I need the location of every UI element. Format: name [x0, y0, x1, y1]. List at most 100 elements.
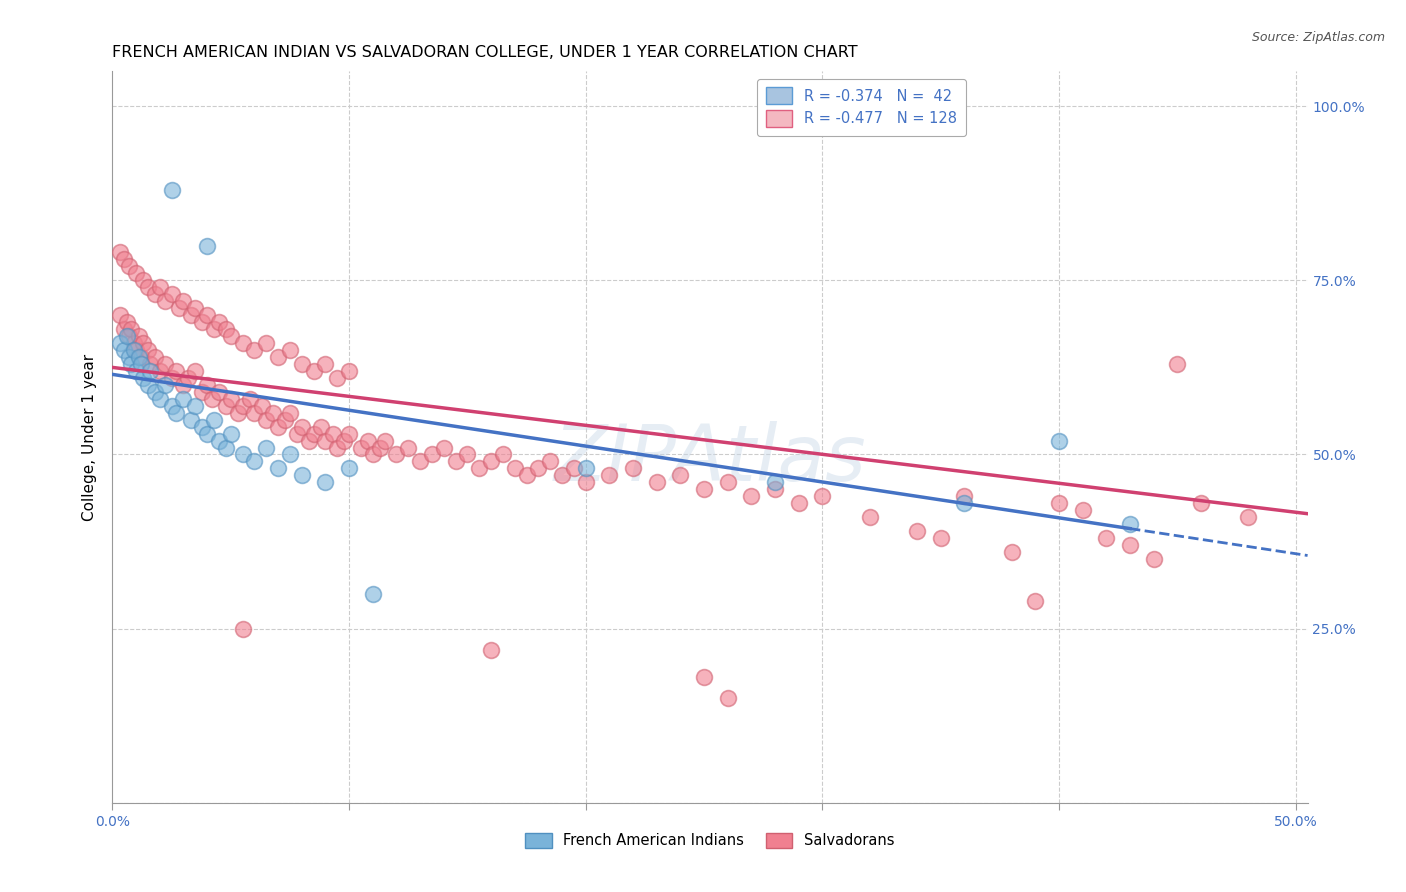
Point	[195, 377, 218, 392]
Point	[177, 371, 200, 385]
Point	[191, 419, 214, 434]
Point	[322, 426, 344, 441]
Point	[208, 384, 231, 399]
Point	[787, 496, 810, 510]
Point	[717, 475, 740, 490]
Point	[136, 343, 159, 357]
Point	[337, 364, 360, 378]
Point	[763, 475, 786, 490]
Point	[621, 461, 644, 475]
Point	[326, 371, 349, 385]
Point	[160, 287, 183, 301]
Point	[149, 280, 172, 294]
Point	[309, 419, 332, 434]
Point	[811, 489, 834, 503]
Point	[125, 343, 148, 357]
Point	[108, 308, 131, 322]
Point	[122, 343, 145, 357]
Point	[191, 315, 214, 329]
Point	[302, 364, 325, 378]
Point	[527, 461, 550, 475]
Point	[219, 392, 242, 406]
Point	[149, 364, 172, 378]
Point	[232, 399, 254, 413]
Point	[180, 308, 202, 322]
Point	[232, 622, 254, 636]
Point	[132, 273, 155, 287]
Point	[350, 441, 373, 455]
Point	[112, 322, 135, 336]
Point	[128, 350, 150, 364]
Point	[479, 642, 502, 657]
Point	[1047, 434, 1070, 448]
Point	[219, 329, 242, 343]
Point	[118, 350, 141, 364]
Point	[118, 329, 141, 343]
Point	[326, 441, 349, 455]
Point	[132, 336, 155, 351]
Point	[208, 315, 231, 329]
Point	[274, 412, 297, 426]
Point	[337, 426, 360, 441]
Point	[598, 468, 620, 483]
Point	[420, 448, 443, 462]
Point	[492, 448, 515, 462]
Point	[219, 426, 242, 441]
Point	[254, 336, 277, 351]
Point	[149, 392, 172, 406]
Point	[112, 252, 135, 267]
Point	[215, 399, 238, 413]
Point	[645, 475, 668, 490]
Point	[112, 343, 135, 357]
Point	[669, 468, 692, 483]
Point	[479, 454, 502, 468]
Point	[291, 357, 314, 371]
Point	[262, 406, 284, 420]
Point	[167, 301, 190, 316]
Point	[468, 461, 491, 475]
Point	[232, 448, 254, 462]
Point	[172, 294, 194, 309]
Point	[108, 336, 131, 351]
Point	[125, 364, 148, 378]
Point	[195, 238, 218, 252]
Point	[385, 448, 408, 462]
Point	[1071, 503, 1094, 517]
Point	[291, 419, 314, 434]
Text: FRENCH AMERICAN INDIAN VS SALVADORAN COLLEGE, UNDER 1 YEAR CORRELATION CHART: FRENCH AMERICAN INDIAN VS SALVADORAN COL…	[112, 45, 858, 61]
Point	[184, 364, 207, 378]
Point	[905, 524, 928, 538]
Point	[115, 329, 138, 343]
Y-axis label: College, Under 1 year: College, Under 1 year	[82, 353, 97, 521]
Point	[1166, 357, 1188, 371]
Point	[285, 426, 308, 441]
Point	[278, 406, 301, 420]
Point	[132, 371, 155, 385]
Point	[201, 392, 224, 406]
Point	[160, 399, 183, 413]
Point	[115, 315, 138, 329]
Point	[953, 496, 976, 510]
Point	[1119, 538, 1142, 552]
Point	[361, 587, 384, 601]
Point	[516, 468, 538, 483]
Point	[278, 448, 301, 462]
Point	[314, 475, 336, 490]
Point	[278, 343, 301, 357]
Point	[139, 364, 162, 378]
Point	[717, 691, 740, 706]
Point	[302, 426, 325, 441]
Point	[1024, 594, 1046, 608]
Point	[129, 357, 152, 371]
Point	[143, 350, 166, 364]
Point	[195, 308, 218, 322]
Point	[361, 448, 384, 462]
Point	[298, 434, 321, 448]
Point	[456, 448, 478, 462]
Point	[184, 301, 207, 316]
Point	[122, 336, 145, 351]
Point	[740, 489, 762, 503]
Point	[1189, 496, 1212, 510]
Point	[118, 260, 141, 274]
Point	[368, 441, 391, 455]
